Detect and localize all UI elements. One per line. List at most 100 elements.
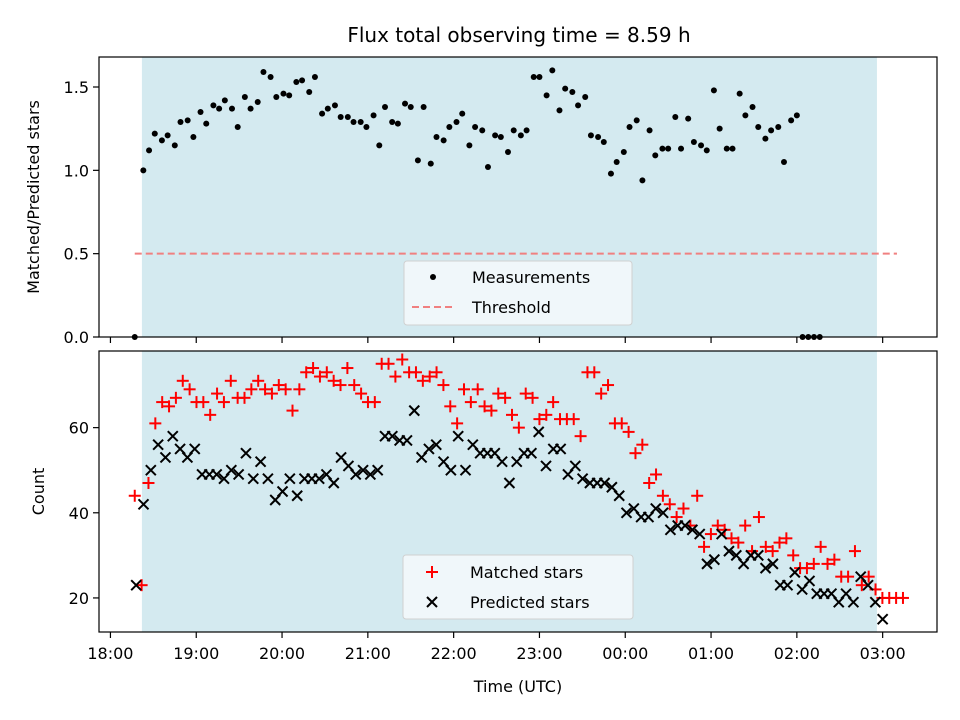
bottom-axes-ticks: 18:00 19:00 20:00 21:00 22:00 23:00 00:00 01:00… xyxy=(69,419,906,663)
predicted-star-point xyxy=(503,477,516,489)
matched-star-point xyxy=(663,498,676,511)
matched-star-point xyxy=(430,366,443,379)
matched-star-point xyxy=(725,532,738,545)
predicted-star-point xyxy=(189,443,201,455)
measurement-point xyxy=(633,117,640,124)
matched-star-point xyxy=(492,387,505,400)
predicted-star-point xyxy=(554,443,567,455)
measurement-point xyxy=(190,134,197,140)
star-count-panel: 18:00 19:00 20:00 21:00 22:00 23:00 00:00 01:00… xyxy=(29,350,938,696)
matched-star-point xyxy=(506,408,519,421)
measurement-point xyxy=(595,134,602,140)
matched-star-point xyxy=(650,468,663,481)
measurement-point xyxy=(575,102,582,109)
matched-star-point xyxy=(643,476,656,489)
predicted-star-point xyxy=(752,549,764,562)
predicted-star-point xyxy=(408,404,420,417)
x-tick-label-02-00: 02:00 xyxy=(774,644,820,663)
measurement-point xyxy=(319,110,326,117)
measurement-point xyxy=(254,99,261,105)
matched-star-point xyxy=(670,511,683,524)
measurement-point xyxy=(389,119,396,125)
predicted-star-point xyxy=(284,473,296,485)
matched-star-point xyxy=(409,366,422,379)
matched-star-point xyxy=(142,476,155,489)
predicted-star-point xyxy=(459,464,472,476)
x-tick-label-00-00: 00:00 xyxy=(602,644,648,663)
predicted-star-point xyxy=(130,579,142,591)
matched-star-point xyxy=(313,370,326,383)
matched-star-point xyxy=(341,362,354,375)
matched-star-point xyxy=(211,387,224,400)
predicted-star-point xyxy=(759,562,772,574)
measurement-point xyxy=(582,94,589,100)
matched-star-point xyxy=(622,425,635,438)
matched-star-point xyxy=(752,511,765,524)
predicted-star-point xyxy=(350,468,362,481)
measurement-point xyxy=(587,132,594,139)
matched-star-point xyxy=(704,528,717,541)
y-tick-label-1-5: 1.5 xyxy=(64,78,89,97)
predicted-star-point xyxy=(167,430,179,442)
measurement-point xyxy=(299,77,306,84)
measurement-point xyxy=(420,104,427,110)
measurement-point xyxy=(729,145,736,152)
matched-star-point xyxy=(485,404,498,417)
predicted-star-point xyxy=(276,485,289,498)
matched-star-point xyxy=(423,370,436,383)
measurement-point xyxy=(562,85,569,92)
matched-star-point xyxy=(355,387,368,400)
matched-star-point xyxy=(862,570,875,583)
x-tick-label-01-00: 01:00 xyxy=(688,644,734,663)
measurement-point xyxy=(382,104,389,110)
matched-star-point xyxy=(471,383,484,396)
matched-star-point xyxy=(217,396,230,409)
predicted-star-point xyxy=(679,519,691,532)
matched-star-point xyxy=(163,400,176,413)
matched-star-point xyxy=(773,536,786,549)
measurement-point xyxy=(775,124,782,130)
measurement-point xyxy=(146,147,153,154)
measurement-point xyxy=(672,114,679,120)
measurement-point xyxy=(306,89,313,95)
measurement-point xyxy=(440,137,447,144)
matched-star-point xyxy=(677,502,690,515)
measurement-point xyxy=(556,107,563,114)
x-tick-label-19-00: 19:00 xyxy=(173,644,219,663)
measurement-point xyxy=(652,152,659,159)
predicted-star-point xyxy=(240,447,252,459)
legend-marker-measurements xyxy=(430,274,436,280)
predicted-star-point xyxy=(452,430,464,442)
matched-star-point xyxy=(224,374,237,387)
chart-title: Flux total observing time = 8.59 h xyxy=(347,23,690,47)
measurement-point xyxy=(749,104,756,110)
measurement-point xyxy=(678,145,685,152)
measurement-point xyxy=(530,74,537,80)
measurement-point xyxy=(267,74,274,80)
measurement-point xyxy=(324,105,331,112)
measurement-point xyxy=(466,142,473,149)
matched-star-point xyxy=(766,545,779,558)
measurement-point xyxy=(510,127,517,134)
predicted-star-point xyxy=(686,524,699,536)
measurement-point xyxy=(690,139,697,145)
measurement-point xyxy=(293,79,300,85)
measurement-point xyxy=(620,149,627,155)
matched-star-point xyxy=(636,438,649,451)
matched-star-point xyxy=(814,540,827,553)
matched-star-point xyxy=(499,391,512,404)
measurement-point xyxy=(453,119,460,125)
measurement-point xyxy=(177,119,184,125)
predicted-star-point xyxy=(657,507,669,519)
measurement-point xyxy=(685,115,692,122)
measurement-point xyxy=(286,92,293,99)
matched-star-point xyxy=(828,553,841,566)
bottom-axes-frame xyxy=(98,350,938,633)
y-tick-label-60: 60 xyxy=(69,419,89,438)
predicted-star-point xyxy=(708,553,721,566)
matched-star-point xyxy=(169,391,182,404)
top-legend: Measurements Threshold xyxy=(403,260,633,326)
measurement-point xyxy=(788,117,795,124)
y-tick-label-0-0: 0.0 xyxy=(64,328,89,347)
matched-star-point xyxy=(135,579,148,592)
